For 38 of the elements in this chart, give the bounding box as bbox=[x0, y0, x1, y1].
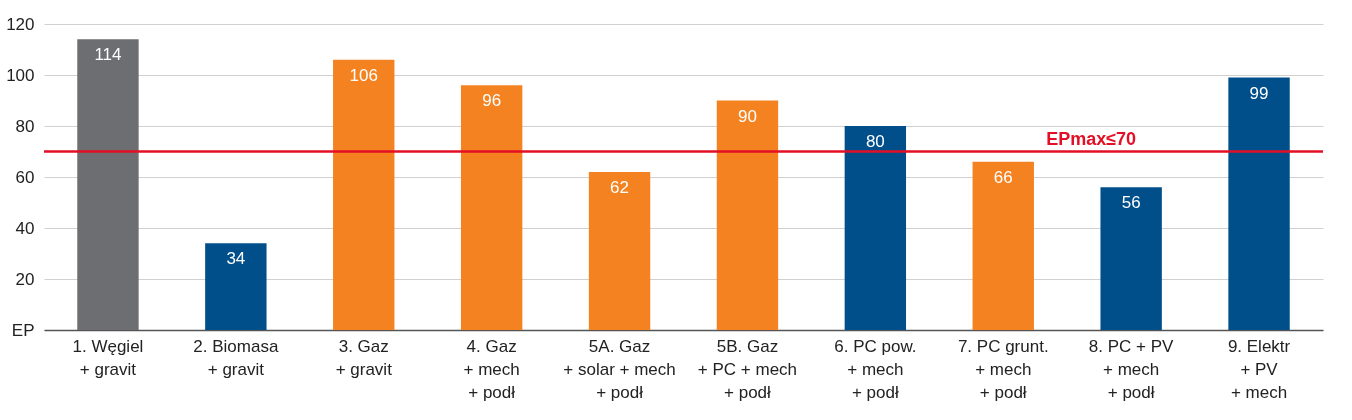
x-tick-label: 4. Gaz + mech + podł bbox=[463, 336, 520, 402]
bar bbox=[1100, 187, 1162, 330]
ref-line-label: EPmax≤70 bbox=[1046, 128, 1137, 149]
data-label: 34 bbox=[226, 249, 246, 269]
bar bbox=[972, 161, 1034, 330]
bar bbox=[77, 39, 139, 330]
data-label: 96 bbox=[482, 91, 502, 111]
bar bbox=[716, 100, 779, 330]
bar bbox=[205, 243, 267, 330]
data-label: 99 bbox=[1249, 83, 1269, 103]
data-label: 114 bbox=[94, 45, 122, 65]
x-tick-label: 5A. Gaz + solar + mech + podł bbox=[563, 336, 676, 402]
y-tick-label: 120 bbox=[6, 14, 35, 34]
x-tick-label: 3. Gaz + gravit bbox=[335, 336, 393, 379]
y-tick-label: EP bbox=[11, 320, 35, 340]
data-label: 66 bbox=[993, 167, 1013, 187]
x-tick-label: 8. PC + PV + mech + podł bbox=[1088, 336, 1175, 402]
x-tick-label: 1. Węgiel + gravit bbox=[72, 336, 144, 379]
data-label: 56 bbox=[1121, 193, 1141, 213]
data-label: 106 bbox=[349, 65, 378, 85]
x-tick-label: 2. Biomasa + gravit bbox=[193, 336, 279, 379]
y-tick-label: 40 bbox=[15, 218, 35, 238]
x-tick-label: 7. PC grunt. + mech + podł bbox=[957, 336, 1049, 402]
bar bbox=[460, 85, 523, 330]
bar bbox=[588, 171, 651, 330]
data-label: 90 bbox=[737, 106, 757, 126]
y-tick-label: 100 bbox=[6, 65, 35, 85]
bar bbox=[844, 126, 907, 330]
data-label: 80 bbox=[865, 132, 885, 151]
bar bbox=[1228, 77, 1290, 330]
y-tick-label: 60 bbox=[15, 167, 35, 187]
x-tick-label: 6. PC pow. + mech + podł bbox=[834, 336, 917, 402]
x-tick-label: 5B. Gaz + PC + mech + podł bbox=[697, 336, 798, 402]
y-tick-label: 80 bbox=[15, 116, 35, 136]
bar bbox=[333, 59, 395, 330]
y-tick-label: 20 bbox=[15, 269, 35, 289]
data-label: 62 bbox=[610, 177, 630, 197]
x-tick-label: 9. Elektr + PV + mech bbox=[1227, 336, 1291, 402]
